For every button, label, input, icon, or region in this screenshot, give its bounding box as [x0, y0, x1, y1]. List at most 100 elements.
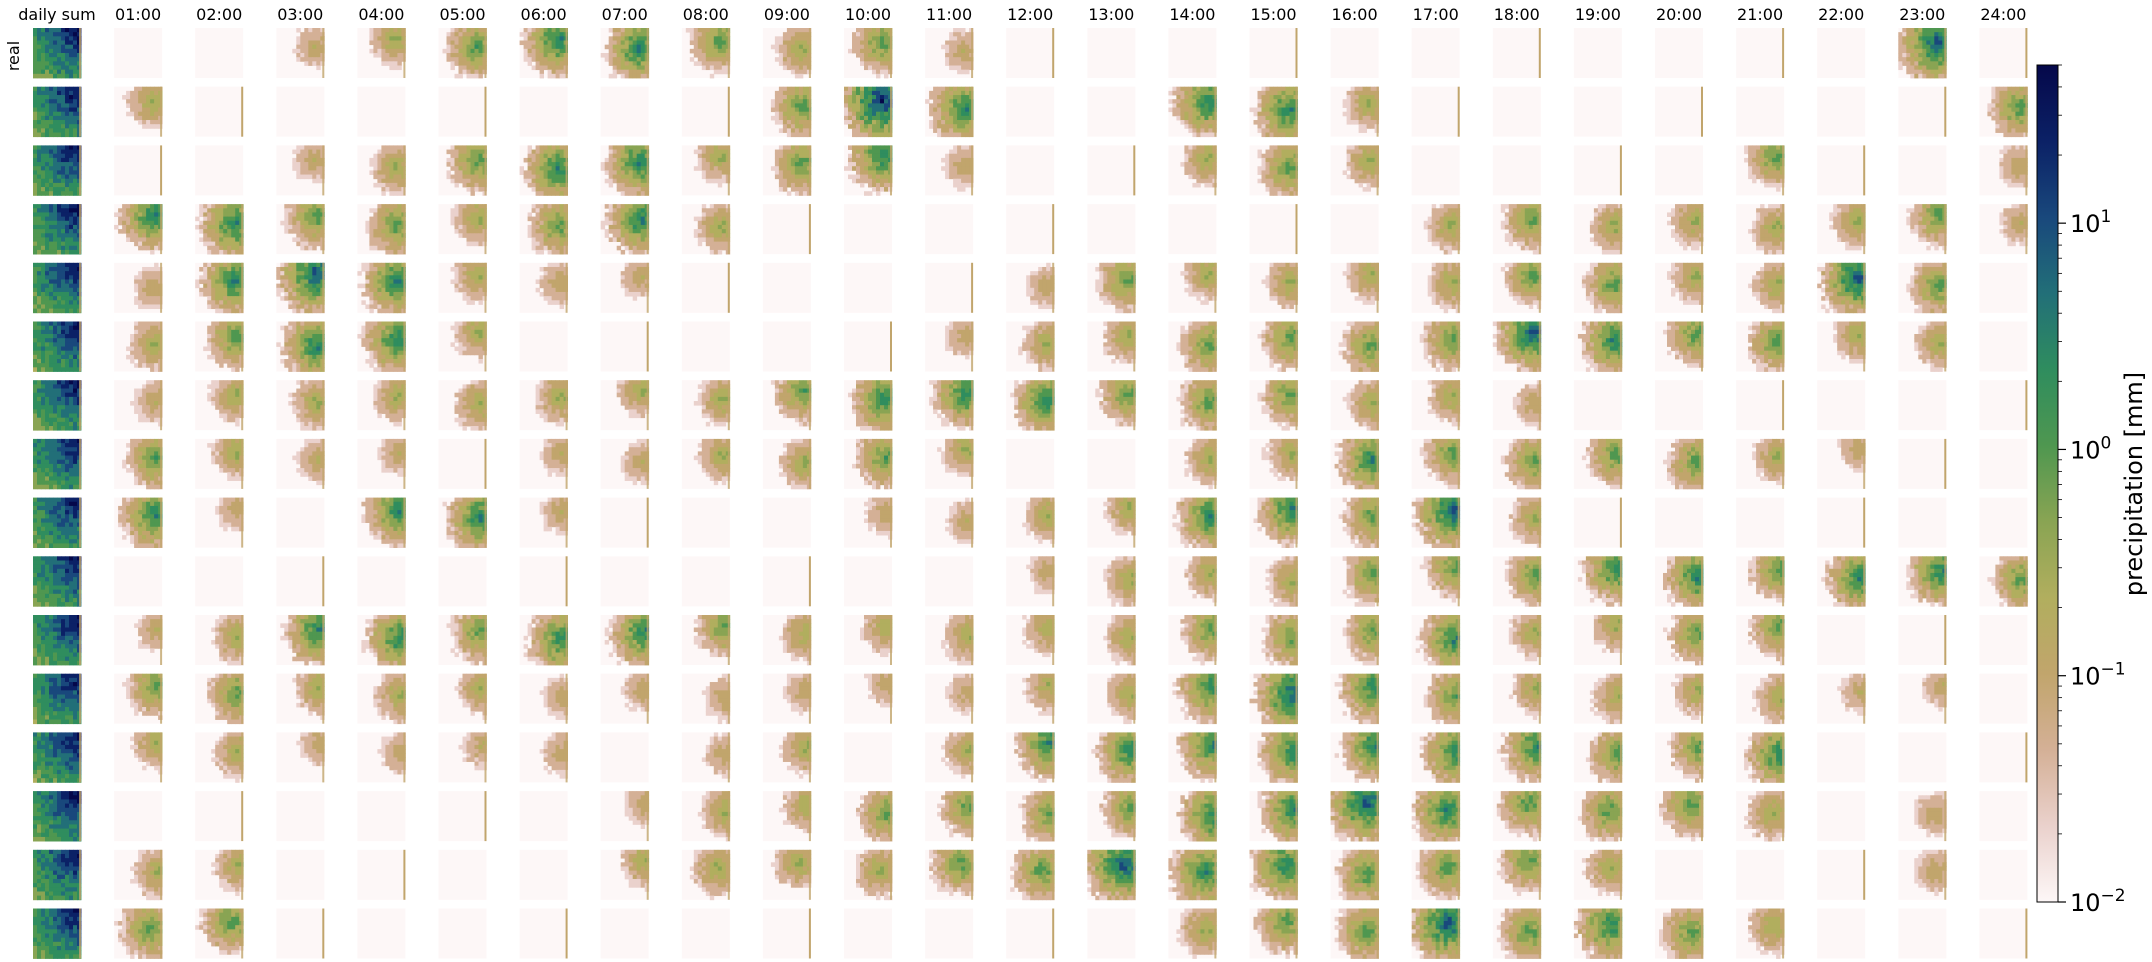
heatmap-panel	[1168, 673, 1217, 725]
heatmap-panel	[1006, 321, 1055, 372]
heatmap-panel	[1817, 673, 1866, 724]
heatmap-panel	[1087, 556, 1136, 607]
heatmap-panel	[1087, 497, 1136, 548]
heatmap-panel	[1249, 145, 1298, 196]
heatmap-panel	[844, 28, 893, 79]
heatmap-panel	[762, 28, 812, 79]
heatmap-panel	[925, 321, 974, 372]
heatmap-panel	[681, 380, 731, 431]
heatmap-panel	[1898, 615, 1947, 665]
heatmap-panel	[1817, 556, 1866, 607]
heatmap-panel	[1411, 673, 1461, 725]
heatmap-panel	[600, 145, 650, 196]
heatmap-panel	[681, 908, 730, 959]
heatmap-panel	[1330, 321, 1379, 372]
heatmap-panel	[1330, 380, 1379, 431]
heatmap-panel	[195, 204, 244, 255]
heatmap-panel	[1249, 497, 1298, 548]
heatmap-panel	[1898, 791, 1947, 842]
heatmap-panel	[33, 849, 82, 901]
heatmap-panel	[33, 204, 82, 255]
column-label: 18:00	[1494, 5, 1540, 24]
heatmap-panel	[438, 380, 487, 431]
heatmap-panel	[1979, 438, 2028, 489]
heatmap-panel	[762, 145, 812, 196]
heatmap-panel	[1492, 615, 1542, 665]
heatmap-panel	[1168, 556, 1217, 607]
heatmap-panel	[1492, 849, 1542, 900]
heatmap-panel	[1249, 615, 1298, 666]
column-label: 16:00	[1332, 5, 1378, 24]
heatmap-panel	[1736, 145, 1785, 196]
heatmap-panel	[925, 380, 974, 431]
heatmap-panel	[1168, 262, 1217, 313]
heatmap-panel	[762, 262, 811, 313]
heatmap-panel	[1573, 615, 1623, 665]
colorbar-tick-label: 10−1	[2070, 660, 2126, 691]
heatmap-panel	[1736, 497, 1785, 548]
heatmap-panel	[1411, 908, 1461, 959]
heatmap-panel	[681, 497, 730, 548]
heatmap-panel	[1655, 28, 1703, 78]
heatmap-panel	[519, 556, 568, 607]
heatmap-panel	[1573, 321, 1623, 372]
heatmap-panel	[276, 438, 325, 489]
heatmap-panel	[681, 262, 730, 313]
heatmap-panel	[33, 28, 82, 79]
heatmap-panel	[276, 86, 325, 137]
heatmap-panel	[438, 438, 487, 489]
heatmap-panel	[276, 732, 325, 783]
heatmap-panel	[357, 438, 406, 489]
heatmap-panel	[519, 438, 568, 489]
heatmap-panel	[762, 556, 811, 607]
heatmap-panel	[925, 262, 974, 313]
heatmap-panel	[1736, 556, 1785, 607]
heatmap-panel	[1411, 791, 1461, 842]
column-label: 13:00	[1088, 5, 1134, 24]
heatmap-panel	[1492, 86, 1541, 137]
heatmap-panel	[1817, 732, 1866, 783]
column-label: 23:00	[1899, 5, 1945, 24]
column-label: 14:00	[1169, 5, 1215, 24]
heatmap-panel	[33, 556, 82, 607]
column-label: 12:00	[1007, 5, 1053, 24]
heatmap-panel	[1655, 908, 1704, 959]
heatmap-panel	[1736, 908, 1785, 959]
column-label: 08:00	[683, 5, 729, 24]
heatmap-panel	[1330, 673, 1379, 725]
heatmap-panel	[1979, 380, 2028, 431]
heatmap-panel	[1573, 849, 1623, 900]
column-label: daily sum	[18, 5, 95, 24]
heatmap-panel	[1087, 28, 1136, 78]
heatmap-panel	[33, 86, 82, 138]
heatmap-panel	[114, 321, 163, 372]
heatmap-panel	[114, 204, 163, 255]
heatmap-panel	[1411, 849, 1461, 901]
heatmap-panel	[1168, 849, 1217, 901]
column-label: 10:00	[845, 5, 891, 24]
heatmap-panel	[1492, 908, 1542, 959]
heatmap-panel	[519, 615, 568, 666]
heatmap-panel	[195, 908, 244, 959]
colorbar-tick-label: 100	[2070, 433, 2111, 464]
heatmap-panel	[1655, 849, 1703, 900]
heatmap-panel	[1006, 497, 1055, 548]
heatmap-panel	[1330, 497, 1379, 548]
heatmap-panel	[1168, 321, 1217, 372]
heatmap-panel	[438, 86, 487, 137]
colorbar-gradient	[2036, 64, 2059, 903]
heatmap-panel	[762, 204, 811, 255]
heatmap-panel	[1979, 673, 2028, 724]
heatmap-panel	[1411, 497, 1461, 548]
column-label: 21:00	[1737, 5, 1783, 24]
heatmap-panel	[1087, 908, 1136, 959]
row-labels: real	[4, 41, 23, 71]
heatmap-panel	[1817, 497, 1866, 548]
heatmap-panel	[1736, 380, 1785, 431]
row-label: real	[4, 41, 23, 71]
heatmap-panel	[114, 497, 163, 548]
heatmap-panel	[1087, 204, 1136, 255]
heatmap-panel	[1898, 497, 1947, 548]
heatmap-panel	[681, 86, 730, 137]
heatmap-panel	[681, 204, 731, 255]
